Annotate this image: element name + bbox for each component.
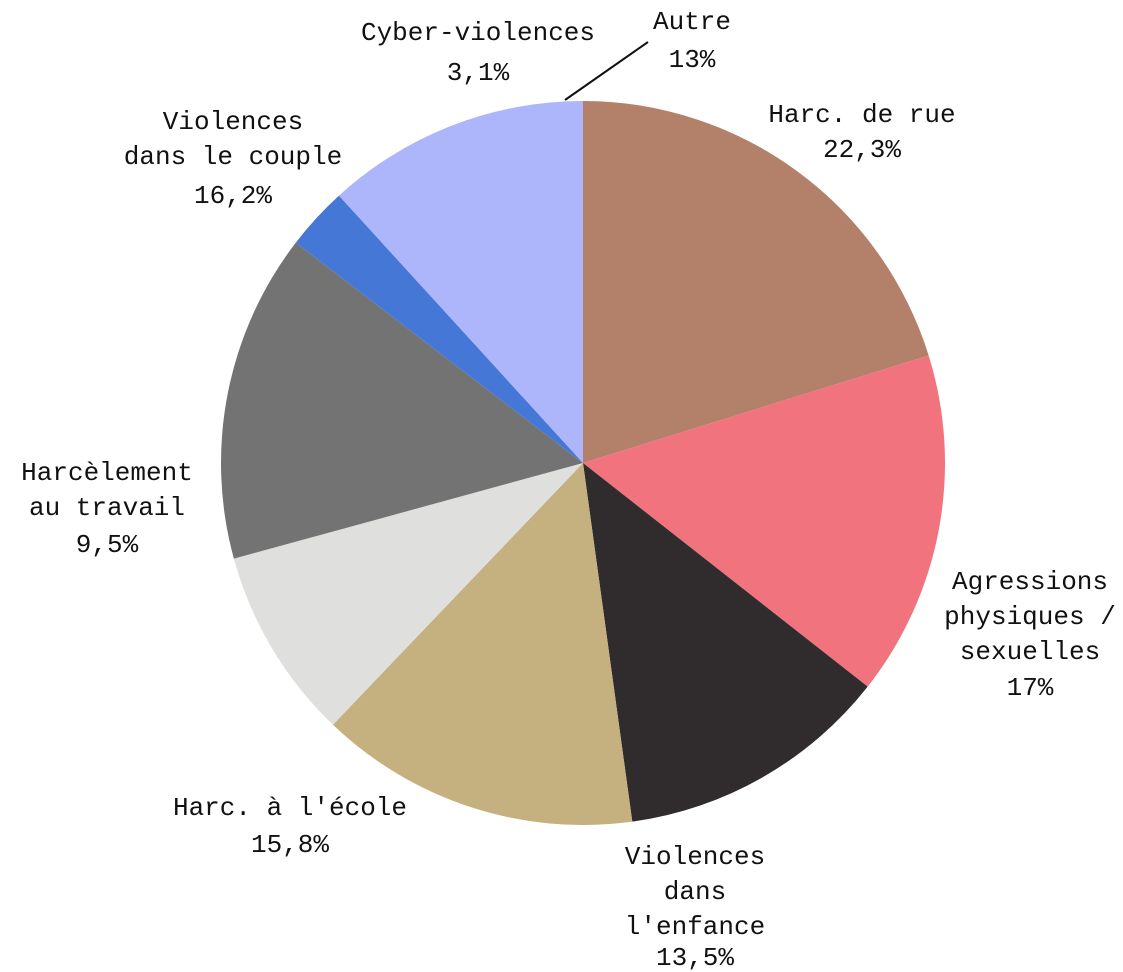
leader-line (564, 41, 649, 101)
slice-value-label: 9,5% (76, 530, 139, 560)
slice-label: Agressions physiques / sexuelles (944, 567, 1116, 667)
slice-value-label: 16,2% (194, 181, 272, 211)
slice-value-label: 13,5% (656, 943, 734, 972)
pie-slice (220, 242, 583, 559)
pie-slice (233, 463, 583, 725)
slice-value-label: 13% (669, 45, 716, 75)
slice-label: Autre (653, 7, 731, 37)
slice-value-label: 17% (1007, 673, 1054, 703)
pie-slice (332, 463, 633, 825)
slice-label: Violences dans l'enfance (625, 842, 765, 942)
pie-slice (295, 195, 583, 463)
slice-label: Cyber-violences (361, 18, 595, 48)
pie-slice (583, 463, 868, 822)
slice-value-label: 22,3% (823, 135, 901, 165)
pie-slice (583, 355, 945, 687)
pie-slice (338, 101, 583, 463)
slice-value-label: 15,8% (251, 830, 329, 860)
slice-label: Harc. de rue (768, 100, 955, 130)
slice-value-label: 3,1% (447, 58, 510, 88)
pie-slice (583, 101, 929, 463)
slice-label: Harcèlement au travail (21, 458, 193, 523)
slice-label: Violences dans le couple (124, 107, 342, 172)
slice-label: Harc. à l'école (173, 793, 407, 823)
